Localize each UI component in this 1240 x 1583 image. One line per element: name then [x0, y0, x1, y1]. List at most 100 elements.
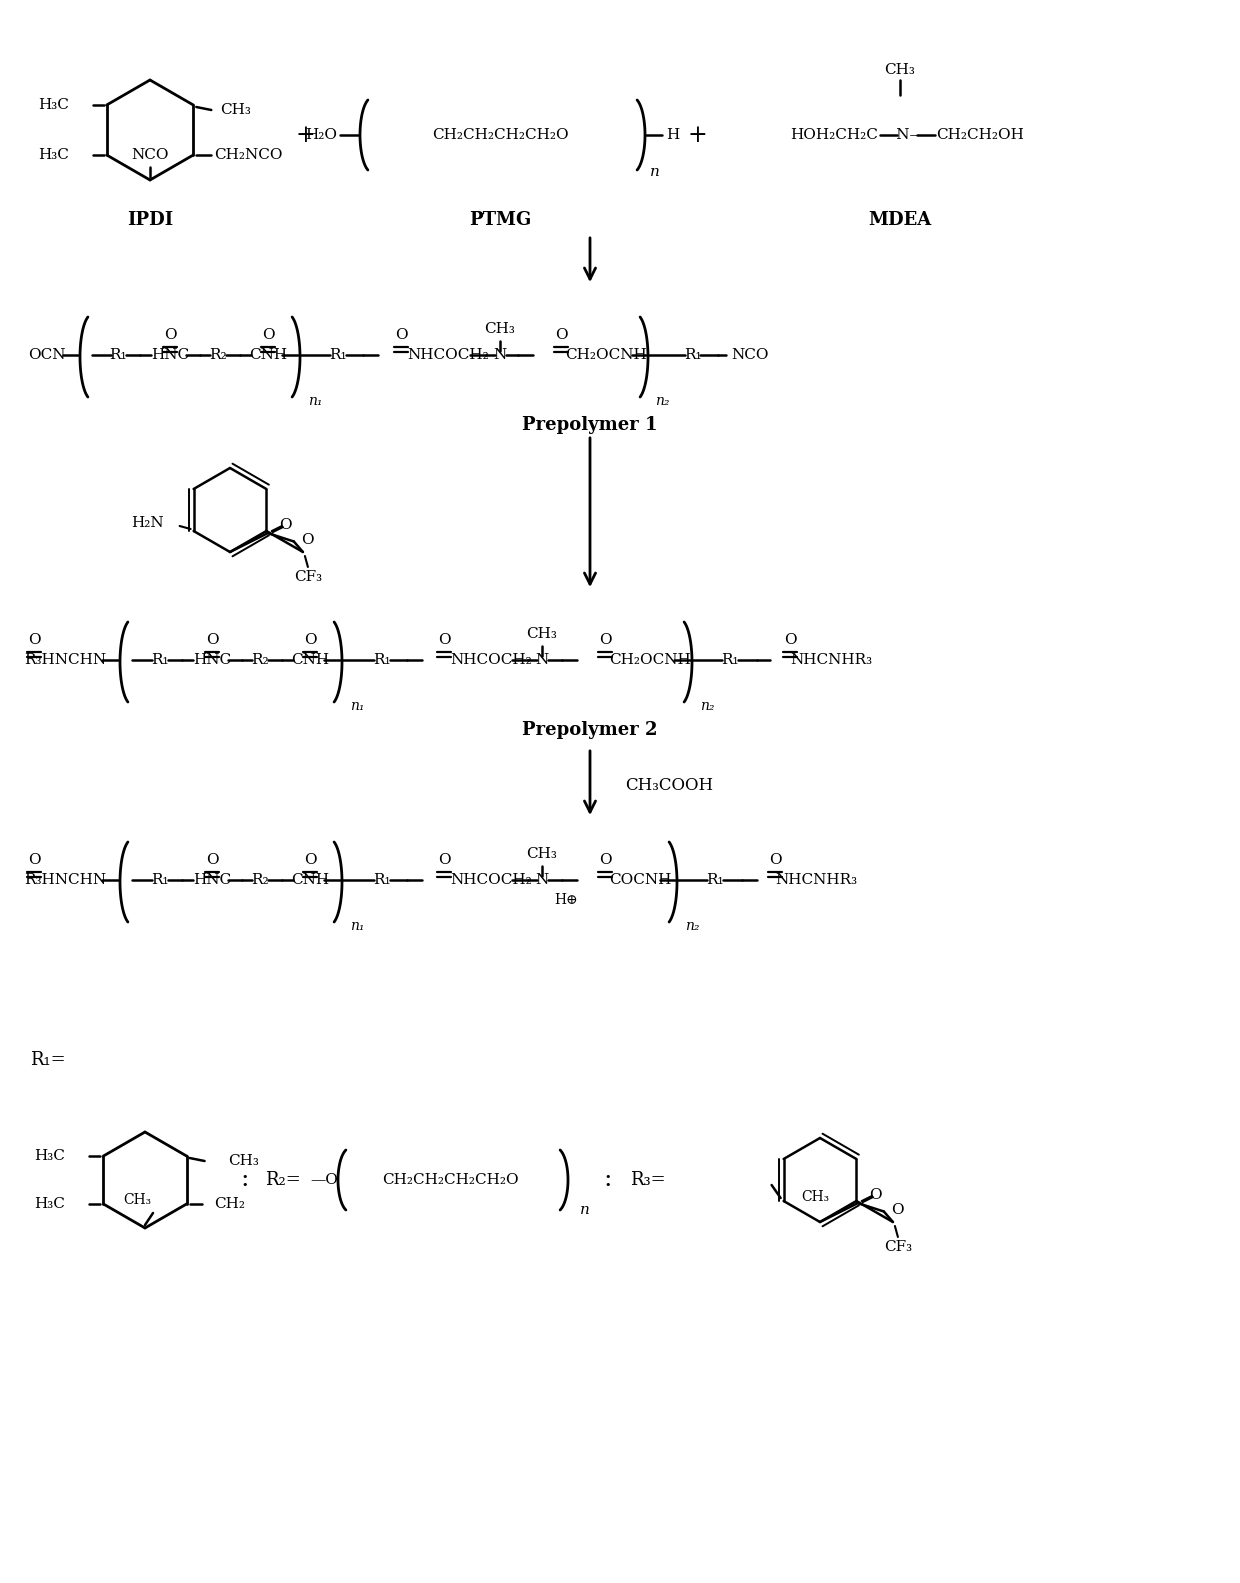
Text: R₂: R₂ — [210, 348, 227, 363]
Text: CH₂OCNH: CH₂OCNH — [609, 654, 691, 666]
Text: n₂: n₂ — [701, 700, 714, 712]
Text: R₁: R₁ — [151, 654, 169, 666]
Text: O: O — [262, 328, 274, 342]
Text: R₃HNCHN—: R₃HNCHN— — [24, 654, 122, 666]
Text: NCO: NCO — [732, 348, 769, 363]
Text: CF₃: CF₃ — [294, 570, 322, 584]
Text: NHCNHR₃: NHCNHR₃ — [790, 654, 872, 666]
Text: O: O — [869, 1189, 882, 1201]
Text: +: + — [687, 123, 707, 147]
Text: O: O — [892, 1203, 904, 1216]
Text: NHCOCH₂: NHCOCH₂ — [450, 872, 532, 886]
Text: CH₂CH₂OH: CH₂CH₂OH — [936, 128, 1024, 142]
Text: R₁: R₁ — [684, 348, 702, 363]
Text: HNC: HNC — [151, 348, 188, 363]
Text: O: O — [164, 328, 176, 342]
Text: CH₃: CH₃ — [228, 1154, 259, 1168]
Text: R₁: R₁ — [722, 654, 739, 666]
Text: :: : — [241, 1168, 249, 1192]
Text: HOH₂CH₂C: HOH₂CH₂C — [790, 128, 878, 142]
Text: n₂: n₂ — [655, 394, 670, 408]
Text: H₃C: H₃C — [35, 1149, 66, 1164]
Text: n₂: n₂ — [684, 920, 699, 932]
Text: n₁: n₁ — [350, 700, 365, 712]
Text: IPDI: IPDI — [126, 211, 174, 230]
Text: MDEA: MDEA — [868, 211, 931, 230]
Text: CNH: CNH — [291, 654, 329, 666]
Text: O: O — [301, 532, 314, 546]
Text: CNH: CNH — [291, 872, 329, 886]
Text: CH₃: CH₃ — [219, 103, 250, 117]
Text: PTMG: PTMG — [469, 211, 531, 230]
Text: H⊕: H⊕ — [554, 893, 578, 907]
Text: O: O — [27, 633, 41, 647]
Text: CH₂CH₂CH₂CH₂O: CH₂CH₂CH₂CH₂O — [382, 1173, 518, 1187]
Text: O: O — [304, 853, 316, 867]
Text: CH₃: CH₃ — [801, 1190, 830, 1205]
Text: :: : — [604, 1168, 613, 1192]
Text: O: O — [206, 853, 218, 867]
Text: H₃C: H₃C — [38, 147, 68, 161]
Text: n₁: n₁ — [308, 394, 322, 408]
Text: CF₃: CF₃ — [884, 1239, 911, 1254]
Text: H₂O: H₂O — [305, 128, 337, 142]
Text: R₃HNCHN—: R₃HNCHN— — [24, 872, 122, 886]
Text: R₁: R₁ — [373, 872, 391, 886]
Text: Prepolymer 1: Prepolymer 1 — [522, 416, 657, 434]
Text: R₁: R₁ — [707, 872, 724, 886]
Text: R₂: R₂ — [252, 654, 269, 666]
Text: —N—: —N— — [882, 128, 925, 142]
Text: CH₂: CH₂ — [215, 1197, 246, 1211]
Text: R₁: R₁ — [109, 348, 126, 363]
Text: O: O — [438, 633, 450, 647]
Text: n₁: n₁ — [350, 920, 365, 932]
Text: R₁=: R₁= — [30, 1051, 66, 1069]
Text: O: O — [438, 853, 450, 867]
Text: +: + — [295, 123, 315, 147]
Text: O: O — [599, 633, 611, 647]
Text: O: O — [769, 853, 781, 867]
Text: R₁: R₁ — [329, 348, 347, 363]
Text: N: N — [536, 654, 548, 666]
Text: NCO: NCO — [131, 147, 169, 161]
Text: R₂=: R₂= — [265, 1171, 301, 1189]
Text: Prepolymer 2: Prepolymer 2 — [522, 720, 657, 739]
Text: HNC: HNC — [193, 654, 231, 666]
Text: CH₃COOH: CH₃COOH — [625, 777, 713, 793]
Text: CH₃: CH₃ — [527, 847, 558, 861]
Text: O: O — [784, 633, 796, 647]
Text: O: O — [279, 518, 293, 532]
Text: O: O — [394, 328, 407, 342]
Text: COCNH: COCNH — [609, 872, 671, 886]
Text: NHCOCH₂: NHCOCH₂ — [407, 348, 489, 363]
Text: CH₂OCNH: CH₂OCNH — [565, 348, 647, 363]
Text: R₂: R₂ — [252, 872, 269, 886]
Text: H₃C: H₃C — [38, 98, 68, 112]
Text: O: O — [599, 853, 611, 867]
Text: O: O — [27, 853, 41, 867]
Text: H₂N: H₂N — [131, 516, 164, 530]
Text: CH₃: CH₃ — [123, 1194, 151, 1206]
Text: CH₂NCO: CH₂NCO — [215, 147, 283, 161]
Text: R₁: R₁ — [151, 872, 169, 886]
Text: N: N — [494, 348, 507, 363]
Text: O: O — [554, 328, 568, 342]
Text: HNC: HNC — [193, 872, 231, 886]
Text: CH₃: CH₃ — [485, 321, 516, 336]
Text: NHCOCH₂: NHCOCH₂ — [450, 654, 532, 666]
Text: O: O — [304, 633, 316, 647]
Text: —O: —O — [310, 1173, 337, 1187]
Text: CH₃: CH₃ — [884, 63, 915, 78]
Text: CH₃: CH₃ — [527, 627, 558, 641]
Text: n: n — [580, 1203, 590, 1217]
Text: OCN: OCN — [29, 348, 66, 363]
Text: N: N — [536, 872, 548, 886]
Text: CNH: CNH — [249, 348, 288, 363]
Text: O: O — [206, 633, 218, 647]
Text: H: H — [666, 128, 680, 142]
Text: R₁: R₁ — [373, 654, 391, 666]
Text: H₃C: H₃C — [35, 1197, 66, 1211]
Text: n: n — [650, 165, 660, 179]
Text: CH₂CH₂CH₂CH₂O: CH₂CH₂CH₂CH₂O — [432, 128, 568, 142]
Text: R₃=: R₃= — [630, 1171, 666, 1189]
